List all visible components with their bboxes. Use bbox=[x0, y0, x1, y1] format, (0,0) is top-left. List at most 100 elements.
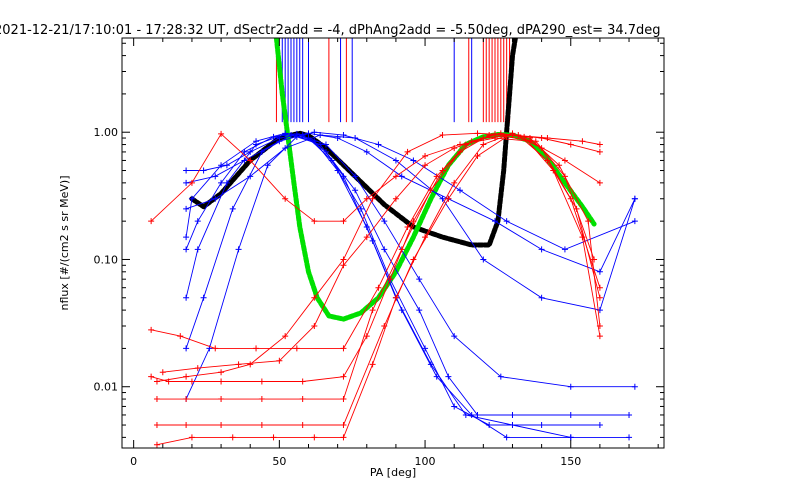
blue-data-point bbox=[282, 131, 289, 138]
blue-data-point bbox=[439, 195, 446, 202]
red-data-point bbox=[153, 422, 160, 429]
red-data-point bbox=[363, 234, 370, 241]
red-data-point bbox=[311, 294, 318, 301]
blue-data-point bbox=[422, 345, 429, 352]
red-data-point bbox=[340, 373, 347, 380]
blue-series-line-7 bbox=[186, 131, 636, 250]
blue-data-point bbox=[247, 173, 254, 180]
blue-data-point bbox=[416, 307, 423, 314]
red-data-point bbox=[561, 157, 568, 164]
blue-data-point bbox=[561, 246, 568, 253]
red-data-point bbox=[253, 345, 260, 352]
red-data-point bbox=[218, 369, 225, 376]
blue-data-point bbox=[410, 157, 417, 164]
red-data-point bbox=[340, 256, 347, 263]
red-data-point bbox=[229, 434, 236, 441]
red-data-point bbox=[247, 361, 254, 368]
red-data-point bbox=[218, 396, 225, 403]
red-data-point bbox=[159, 369, 166, 376]
red-data-point bbox=[188, 434, 195, 441]
red-series-line-11 bbox=[157, 134, 601, 400]
red-data-point bbox=[363, 195, 370, 202]
red-data-point bbox=[392, 294, 399, 301]
blue-series-line-8 bbox=[185, 134, 636, 311]
blue-data-point bbox=[183, 246, 190, 253]
blue-data-point bbox=[503, 434, 510, 441]
blue-data-point bbox=[317, 132, 324, 139]
red-data-point bbox=[194, 365, 201, 372]
red-data-point bbox=[188, 179, 195, 186]
blue-data-point bbox=[369, 237, 376, 244]
blue-data-point bbox=[363, 148, 370, 155]
red-data-point bbox=[363, 333, 370, 340]
red-data-point bbox=[369, 195, 376, 202]
red-data-point bbox=[457, 148, 464, 155]
red-data-point bbox=[451, 179, 458, 186]
red-data-point bbox=[532, 138, 539, 145]
blue-data-point bbox=[218, 179, 225, 186]
red-data-point bbox=[183, 396, 190, 403]
red-data-point bbox=[212, 345, 219, 352]
red-data-point bbox=[422, 162, 429, 169]
blue-data-point bbox=[352, 173, 359, 180]
red-series-line-10 bbox=[150, 132, 601, 382]
blue-data-point bbox=[183, 179, 190, 186]
red-data-point bbox=[153, 396, 160, 403]
red-data-point bbox=[474, 153, 481, 160]
red-data-point bbox=[422, 234, 429, 241]
blue-series-line-3 bbox=[185, 134, 600, 426]
blue-data-point bbox=[398, 173, 405, 180]
red-data-point bbox=[585, 218, 592, 225]
y-tick-label: 0.01 bbox=[94, 381, 119, 394]
red-data-point bbox=[596, 333, 603, 340]
red-data-point bbox=[177, 333, 184, 340]
red-data-point bbox=[293, 345, 300, 352]
red-data-point bbox=[153, 378, 160, 385]
blue-data-point bbox=[322, 141, 329, 148]
red-data-point bbox=[311, 434, 318, 441]
red-data-point bbox=[258, 378, 265, 385]
red-data-point bbox=[392, 195, 399, 202]
x-tick-label: 150 bbox=[560, 455, 581, 468]
blue-data-point bbox=[596, 268, 603, 275]
red-data-point bbox=[148, 373, 155, 380]
blue-data-point bbox=[503, 218, 510, 225]
blue-data-point bbox=[480, 256, 487, 263]
blue-data-point bbox=[282, 145, 289, 152]
black-fit-curve bbox=[189, 38, 518, 248]
blue-data-point bbox=[340, 173, 347, 180]
blue-data-point bbox=[183, 205, 190, 212]
blue-data-point bbox=[194, 246, 201, 253]
blue-data-point bbox=[212, 195, 219, 202]
blue-data-point bbox=[381, 246, 388, 253]
x-tick-label: 50 bbox=[272, 455, 286, 468]
chart-title: 2021-12-21/17:10:01 - 17:28:32 UT, dSect… bbox=[0, 23, 661, 38]
blue-data-point bbox=[188, 195, 195, 202]
blue-data-point bbox=[223, 162, 230, 169]
red-data-point bbox=[340, 345, 347, 352]
red-data-point bbox=[311, 218, 318, 225]
blue-data-point bbox=[392, 157, 399, 164]
y-tick-label: 1.00 bbox=[94, 126, 119, 139]
red-data-point bbox=[474, 130, 481, 137]
red-data-point bbox=[311, 323, 318, 330]
red-data-point bbox=[392, 173, 399, 180]
blue-data-point bbox=[451, 333, 458, 340]
red-data-point bbox=[247, 157, 254, 164]
red-data-point bbox=[183, 373, 190, 380]
red-data-point bbox=[258, 422, 265, 429]
red-data-point bbox=[375, 284, 382, 291]
y-axis-label: nflux [#/(cm2 s sr MeV)] bbox=[58, 176, 71, 311]
red-data-point bbox=[596, 294, 603, 301]
red-data-point bbox=[188, 378, 195, 385]
blue-data-point bbox=[468, 411, 475, 418]
blue-series-line-6 bbox=[186, 132, 636, 273]
red-data-point bbox=[258, 396, 265, 403]
red-data-point bbox=[218, 378, 225, 385]
red-data-point bbox=[561, 173, 568, 180]
red-data-point bbox=[596, 148, 603, 155]
blue-data-point bbox=[212, 173, 219, 180]
blue-data-point bbox=[538, 246, 545, 253]
red-data-point bbox=[276, 357, 283, 364]
blue-data-point bbox=[352, 135, 359, 142]
